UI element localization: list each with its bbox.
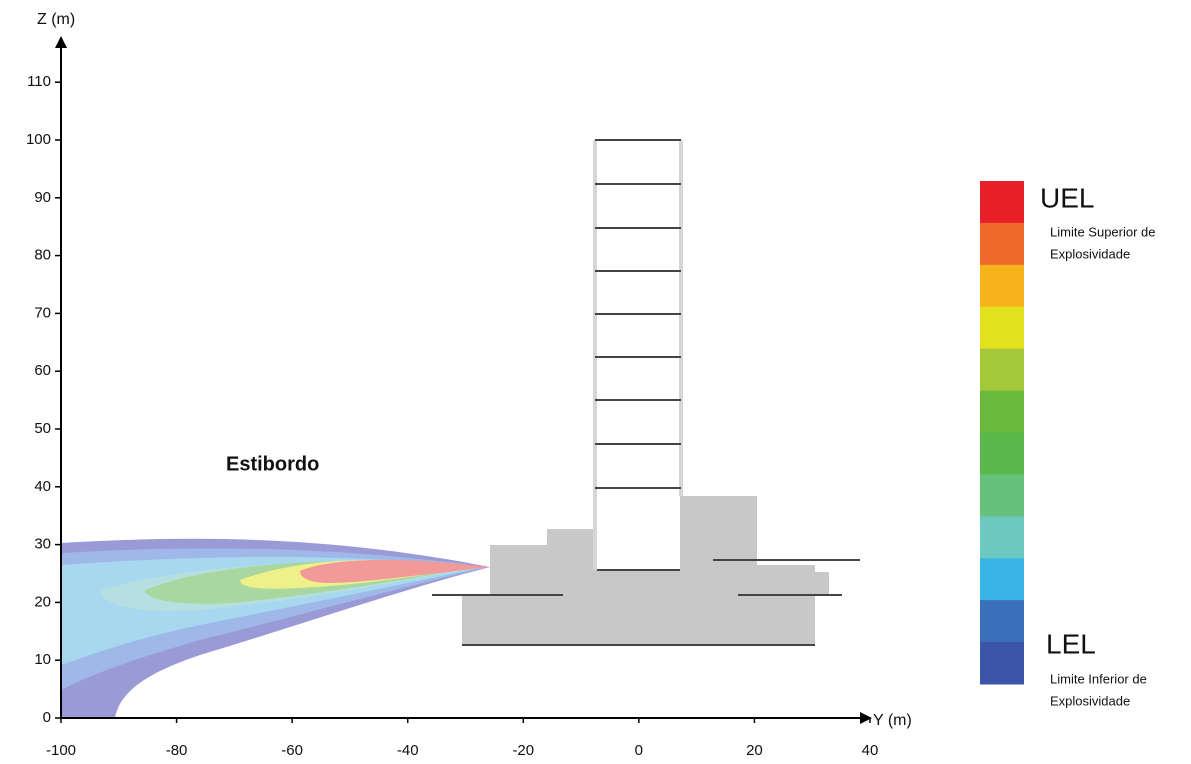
x-tick-label: 40 <box>862 742 879 759</box>
y-axis-label: Z (m) <box>37 11 75 28</box>
colorbar-segment <box>980 558 1024 600</box>
colorbar-bottom-label: LEL <box>1046 628 1096 659</box>
y-tick-label: 0 <box>43 709 51 726</box>
y-tick-label: 30 <box>34 536 51 553</box>
x-tick-label: -80 <box>166 742 188 759</box>
x-axis-label: Y (m) <box>873 712 912 729</box>
y-tick-label: 20 <box>34 593 51 610</box>
x-tick-label: -60 <box>281 742 303 759</box>
platform <box>432 140 860 645</box>
x-tick-label: 0 <box>635 742 643 759</box>
colorbar-segment <box>980 642 1024 684</box>
colorbar-segment <box>980 223 1024 265</box>
y-tick-label: 10 <box>34 651 51 668</box>
y-tick-label: 90 <box>34 189 51 206</box>
plume <box>61 539 490 718</box>
y-tick-label: 50 <box>34 420 51 437</box>
colorbar-segment <box>980 433 1024 475</box>
colorbar-segment <box>980 391 1024 433</box>
colorbar-segment <box>980 265 1024 307</box>
colorbar-segment <box>980 474 1024 516</box>
colorbar-top-label: UEL <box>1040 182 1094 213</box>
y-tick-label: 40 <box>34 478 51 495</box>
y-arrow <box>55 36 67 48</box>
x-tick-label: -100 <box>46 742 76 759</box>
colorbar-segment <box>980 307 1024 349</box>
colorbar-bottom-description: Explosividade <box>1050 693 1130 708</box>
y-tick-label: 60 <box>34 362 51 379</box>
colorbar-top-description: Limite Superior de <box>1050 224 1156 239</box>
derrick <box>595 140 681 570</box>
x-tick-label: -40 <box>397 742 419 759</box>
colorbar-segment <box>980 181 1024 223</box>
annotation: Estibordo <box>226 453 319 475</box>
colorbar-segment <box>980 600 1024 642</box>
y-tick-label: 80 <box>34 247 51 264</box>
y-tick-label: 70 <box>34 304 51 321</box>
chart: Z (m) Y (m) Estibordo UEL Limite Superio… <box>0 0 1191 764</box>
colorbar-segment <box>980 516 1024 558</box>
colorbar-bottom-description: Limite Inferior de <box>1050 671 1147 686</box>
x-tick-label: -20 <box>512 742 534 759</box>
colorbar-top-description: Explosividade <box>1050 246 1130 261</box>
y-tick-label: 100 <box>26 131 51 148</box>
colorbar-segment <box>980 349 1024 391</box>
x-tick-label: 20 <box>746 742 763 759</box>
y-tick-label: 110 <box>27 73 51 90</box>
